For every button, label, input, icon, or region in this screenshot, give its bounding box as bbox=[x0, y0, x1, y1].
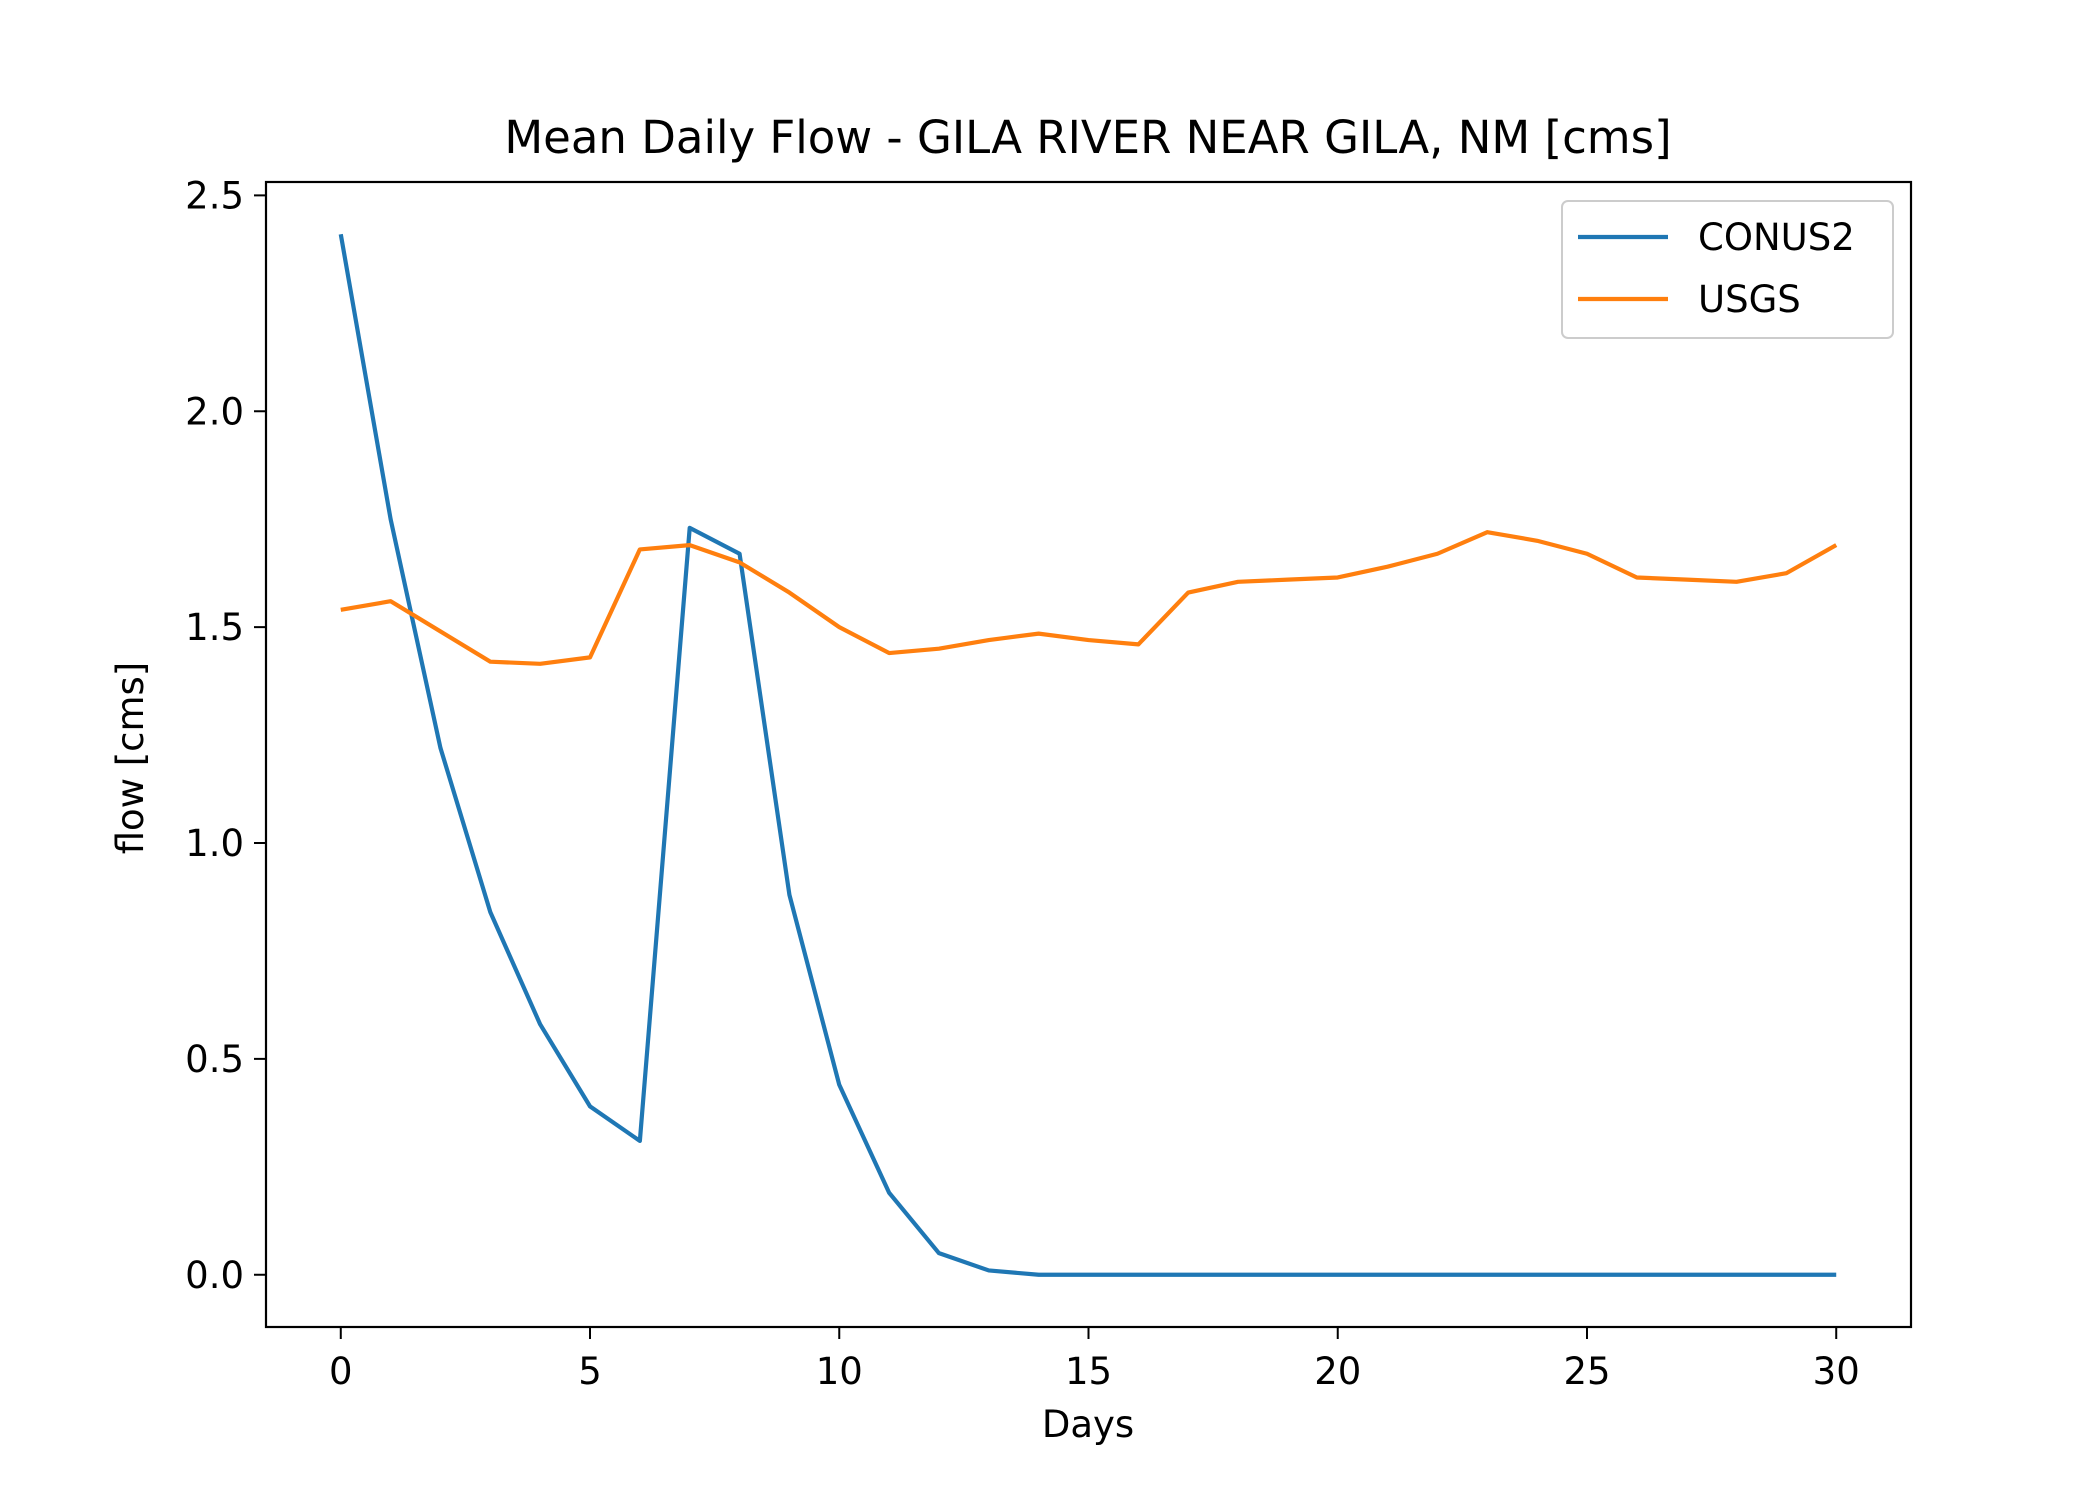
x-tick-label: 0 bbox=[329, 1350, 353, 1393]
x-axis-label: Days bbox=[1042, 1403, 1134, 1446]
chart-title: Mean Daily Flow - GILA RIVER NEAR GILA, … bbox=[504, 111, 1671, 164]
x-tick-label: 10 bbox=[816, 1350, 863, 1393]
x-tick-label: 15 bbox=[1065, 1350, 1112, 1393]
y-tick-label: 1.5 bbox=[185, 606, 244, 649]
axis-ticks: 0 5 10 15 20 25 30 0.0 0.5 1.0 1.5 2.0 2.5 bbox=[185, 174, 1860, 1393]
legend-label-conus2: CONUS2 bbox=[1698, 216, 1855, 259]
y-tick-label: 0.5 bbox=[185, 1038, 244, 1081]
y-axis-label: flow [cms] bbox=[109, 662, 152, 855]
y-tick-label: 0.0 bbox=[185, 1254, 244, 1297]
y-tick-label: 2.5 bbox=[185, 174, 244, 217]
x-tick-label: 5 bbox=[578, 1350, 602, 1393]
x-tick-label: 30 bbox=[1813, 1350, 1860, 1393]
legend-label-usgs: USGS bbox=[1698, 278, 1801, 321]
series-line-usgs bbox=[340, 530, 1838, 666]
y-tick-label: 2.0 bbox=[185, 390, 244, 433]
x-tick-label: 25 bbox=[1563, 1350, 1610, 1393]
series-line-conus2 bbox=[338, 233, 1837, 1277]
y-tick-label: 1.0 bbox=[185, 822, 244, 865]
legend: CONUS2 USGS bbox=[1561, 200, 1894, 339]
x-tick-label: 20 bbox=[1314, 1350, 1361, 1393]
